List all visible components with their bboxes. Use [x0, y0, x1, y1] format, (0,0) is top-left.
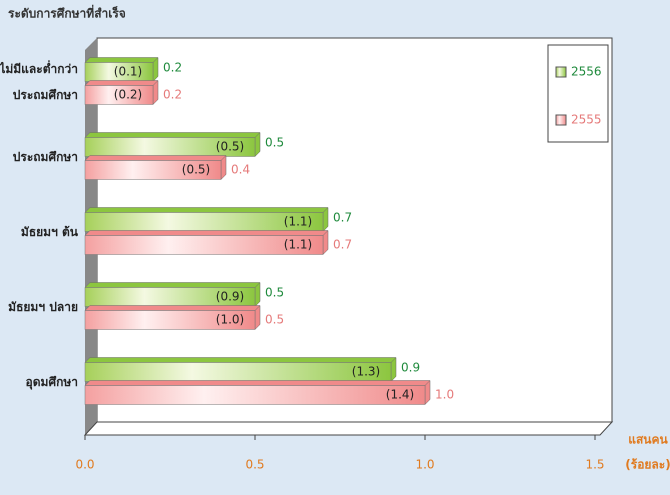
bar — [84, 85, 154, 105]
bar-top — [84, 80, 159, 86]
percent-label: (0.2) — [114, 88, 142, 102]
percent-label: (0.5) — [216, 140, 244, 154]
data-label: 0.9 — [401, 361, 420, 375]
percent-label: (0.5) — [182, 163, 210, 177]
bar-top — [84, 380, 431, 386]
axis-label: (ร้อยละ) — [625, 458, 670, 472]
bar-top — [84, 305, 261, 311]
legend — [547, 44, 609, 143]
data-label: 1.0 — [435, 388, 454, 402]
legend-label: 2555 — [571, 113, 602, 127]
x-tick-label: 1.5 — [585, 458, 604, 472]
percent-label: (0.9) — [216, 290, 244, 304]
legend-label: 2556 — [571, 65, 602, 79]
bar-top — [84, 57, 159, 63]
bar-top — [84, 155, 227, 161]
bar-top — [84, 132, 261, 138]
percent-label: (0.1) — [114, 65, 142, 79]
y-tick-label: ไม่มีและต่ำกว่า — [0, 60, 78, 76]
data-label: 0.4 — [231, 163, 250, 177]
bar — [84, 160, 222, 180]
y-tick-label: มัธยมฯ ปลาย — [8, 300, 78, 314]
legend-swatch — [555, 66, 567, 78]
data-label: 0.2 — [163, 61, 182, 75]
bar — [84, 235, 324, 255]
percent-label: (1.3) — [352, 365, 380, 379]
percent-label: (1.1) — [284, 215, 312, 229]
bar-top — [84, 230, 329, 236]
percent-label: (1.4) — [386, 388, 414, 402]
y-tick-label: ประถมศึกษา — [13, 88, 78, 102]
axis-label: แสนคน — [628, 433, 668, 447]
percent-label: (1.0) — [216, 313, 244, 327]
bar — [84, 362, 392, 382]
data-label: 0.5 — [265, 286, 284, 300]
data-label: 0.5 — [265, 136, 284, 150]
plot-floor — [83, 421, 614, 436]
chart-title: ระดับการศึกษาที่สำเร็จ — [8, 5, 126, 21]
y-tick-label: มัธยมฯ ต้น — [21, 225, 79, 239]
bar-top — [84, 282, 261, 288]
bar-top — [84, 207, 329, 213]
data-label: 0.7 — [333, 211, 352, 225]
bar-top — [84, 357, 397, 363]
legend-swatch — [555, 114, 567, 126]
y-tick-label: ประถมศึกษา — [13, 150, 78, 164]
bar — [84, 310, 256, 330]
bar — [84, 385, 426, 405]
data-label: 0.5 — [265, 313, 284, 327]
x-tick-label: 1.0 — [415, 458, 434, 472]
data-label: 0.2 — [163, 88, 182, 102]
y-tick-label: อุดมศึกษา — [26, 375, 78, 390]
x-tick-label: 0.5 — [245, 458, 264, 472]
percent-label: (1.1) — [284, 238, 312, 252]
data-label: 0.7 — [333, 238, 352, 252]
x-tick-label: 0.0 — [75, 458, 94, 472]
